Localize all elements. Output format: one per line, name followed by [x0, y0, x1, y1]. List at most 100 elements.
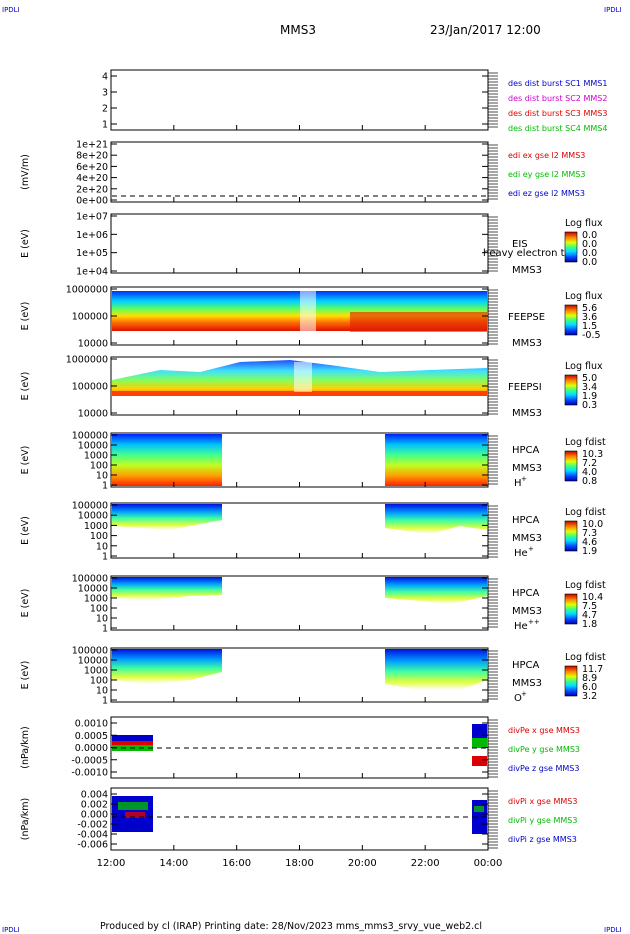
ytick-label-p7-4: 10 [96, 541, 108, 552]
cbar-tick-p7-2: 4.6 [582, 537, 597, 548]
ylabel-p5: E (eV) [20, 372, 31, 401]
ytick-label-p9-0: 100000 [72, 646, 108, 657]
ytick-label-p9-3: 100 [90, 676, 108, 687]
instrument-p3: EIS [512, 239, 528, 250]
cbar-p5 [564, 374, 578, 406]
ytick-label-p4-1: 100000 [72, 312, 108, 323]
xtick-label-3: 18:00 [285, 858, 314, 869]
xtick-label-4: 20:00 [348, 858, 377, 869]
spacecraft-p6: MMS3 [512, 463, 542, 474]
overlay-p3: heavy electron to [483, 248, 571, 259]
legend-p10-1: divPe y gse MMS3 [508, 745, 580, 754]
ytick-label-p11-5: -0.006 [77, 840, 108, 851]
xtick-label-1: 14:00 [159, 858, 188, 869]
plot-datetime: 23/Jan/2017 12:00 [430, 23, 541, 37]
ytick-label-p11-1: 0.002 [81, 800, 108, 811]
cbar-tick-p8-1: 7.5 [582, 601, 597, 612]
ytick-label-p9-4: 10 [96, 686, 108, 697]
ytick-label-p10-0: 0.0010 [75, 719, 108, 730]
spacecraft-p4: MMS3 [512, 338, 542, 349]
ytick-label-p5-0: 1000000 [66, 355, 108, 366]
ytick-label-p9-2: 1000 [84, 666, 108, 677]
ytick-label-p2-5: 0e+00 [76, 196, 108, 207]
cbar-tick-p8-0: 10.4 [582, 592, 603, 603]
ytick-label-p8-5: 1 [102, 624, 108, 635]
ytick-label-p6-0: 100000 [72, 431, 108, 442]
xtick-label-5: 22:00 [411, 858, 440, 869]
ytick-label-p7-1: 10000 [78, 511, 108, 522]
ytick-label-p3-1: 1e+06 [76, 230, 108, 241]
cbar-tick-p5-1: 3.4 [582, 382, 597, 393]
hpca-he2-fill-left [112, 577, 222, 600]
ylabel-p2: (mV/m) [20, 154, 31, 190]
legend-p2-1: edi ey gse l2 MMS3 [508, 170, 586, 179]
ytick-label-p4-0: 1000000 [66, 285, 108, 296]
ylabel-p8: E (eV) [20, 589, 31, 618]
cbar-tick-p3-0: 0.0 [582, 230, 597, 241]
instrument-p6: HPCA [512, 445, 540, 456]
divpe-z-trace-left [112, 735, 153, 741]
ylabel-p4: E (eV) [20, 302, 31, 331]
ytick-label-p8-4: 10 [96, 614, 108, 625]
cbar-tick-p3-3: 0.0 [582, 257, 597, 268]
legend-p11-2: divPi z gse MMS3 [508, 835, 577, 844]
hpca-he2-fill-right [385, 577, 487, 604]
species-p9: O [514, 693, 522, 704]
ytick-label-p6-3: 100 [90, 461, 108, 472]
ytick-label-p9-5: 1 [102, 696, 108, 707]
ytick-label-p6-4: 10 [96, 471, 108, 482]
ytick-label-p8-3: 100 [90, 604, 108, 615]
cbar-p6 [564, 450, 578, 482]
cbar-title-p6: Log fdist [565, 437, 606, 448]
feepsi-gap [294, 362, 312, 392]
feepse-gap [300, 291, 316, 331]
instrument-p7: HPCA [512, 515, 540, 526]
cbar-tick-p9-3: 3.2 [582, 691, 597, 702]
legend-p2-2: edi ez gse l2 MMS3 [508, 189, 585, 198]
ytick-label-p10-3: -0.0005 [71, 755, 108, 766]
instrument-p8: HPCA [512, 588, 540, 599]
cbar-tick-p7-3: 1.9 [582, 546, 597, 557]
feepsi-low-band [112, 391, 487, 396]
cbar-tick-p5-3: 0.3 [582, 400, 597, 411]
charge-p7: + [528, 545, 534, 553]
divpe-z-trace-right [472, 724, 487, 738]
ytick-label-p8-0: 100000 [72, 574, 108, 585]
corner-mark-bottom-right: IPDLI [604, 926, 622, 934]
ytick-label-p10-4: -0.0010 [71, 768, 108, 779]
species-p8: He [514, 621, 528, 632]
hpca-he1-fill-left [112, 504, 222, 530]
hpca-o-fill-right [385, 649, 487, 690]
cbar-tick-p9-2: 6.0 [582, 682, 597, 693]
cbar-tick-p7-1: 7.3 [582, 528, 597, 539]
ytick-label-p2-4: 2e+20 [76, 184, 108, 195]
cbar-tick-p7-0: 10.0 [582, 519, 603, 530]
spectrogram-fills [112, 291, 487, 834]
cbar-tick-p4-2: 1.5 [582, 321, 597, 332]
ylabel-p11: (nPa/km) [20, 798, 31, 841]
cbar-tick-p9-1: 8.9 [582, 673, 597, 684]
footer-credit: Produced by cl (IRAP) Printing date: 28/… [100, 921, 482, 932]
ytick-label-p3-0: 1e+07 [76, 212, 108, 223]
ylabel-p7: E (eV) [20, 516, 31, 545]
cbar-tick-p4-1: 3.6 [582, 312, 597, 323]
ytick-label-p2-2: 6e+20 [76, 162, 108, 173]
divpe-x-trace-left [112, 741, 153, 745]
ylabel-p10: (nPa/km) [20, 726, 31, 769]
corner-mark-top-right: IPDLI [604, 6, 622, 14]
panel-frame-p2 [110, 141, 489, 203]
ytick-label-p7-2: 1000 [84, 521, 108, 532]
ytick-label-p2-0: 1e+21 [76, 140, 108, 151]
corner-mark-top-left: IPDLI [2, 6, 20, 14]
cbar-p4 [564, 304, 578, 336]
ytick-label-p6-5: 1 [102, 481, 108, 492]
cbar-p8 [564, 593, 578, 625]
spacecraft-p9: MMS3 [512, 678, 542, 689]
cbar-tick-p5-2: 1.9 [582, 391, 597, 402]
cbar-p3 [564, 231, 578, 263]
instrument-p5: FEEPSI [508, 382, 542, 393]
ytick-label-p1-3: 1 [102, 120, 108, 131]
cbar-title-p9: Log fdist [565, 652, 606, 663]
instrument-p4: FEEPSE [508, 312, 545, 323]
